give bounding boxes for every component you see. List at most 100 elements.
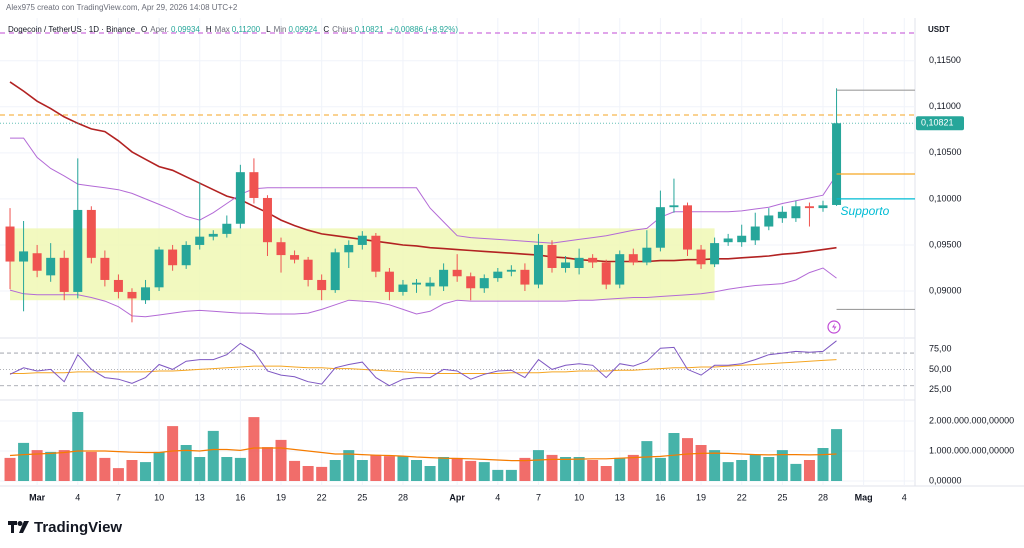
legend-label: Chius (332, 25, 352, 34)
candle-body (290, 255, 300, 260)
volume-bar (478, 462, 490, 481)
legend-value: 0,11200 (232, 25, 261, 34)
candle-body (181, 244, 191, 266)
candle-body (357, 235, 367, 245)
candle-body (59, 257, 69, 292)
candle-body (154, 249, 164, 288)
candle-body (777, 211, 787, 219)
x-tick-label: 22 (317, 492, 327, 502)
band-line (9, 267, 837, 318)
y-tick-label: 0,10500 (929, 147, 962, 157)
volume-bar (153, 451, 165, 481)
candle-body (561, 262, 571, 268)
volume-bar (329, 460, 341, 481)
candle-body (32, 253, 42, 271)
volume-bar (302, 466, 314, 481)
x-tick-label: 16 (655, 492, 665, 502)
grid (0, 18, 915, 486)
rsi-tick-label: 25,00 (929, 384, 952, 394)
x-tick-label: 28 (398, 492, 408, 502)
candle-body (303, 259, 313, 280)
volume-bar (207, 430, 219, 481)
volume-bar (356, 460, 368, 481)
volume-bar (85, 451, 97, 481)
logo: TradingView (8, 519, 122, 536)
legend-key: H (206, 25, 212, 34)
last-price-label: 0,10821 (921, 118, 954, 128)
volume-bar (316, 466, 328, 481)
candle-body (222, 223, 232, 234)
candle-body (5, 226, 15, 262)
legend-key: C (323, 25, 329, 34)
x-tick-label: 25 (357, 492, 367, 502)
volume-bar (99, 457, 111, 481)
volume-bar (736, 460, 748, 481)
candle-body (574, 257, 584, 268)
legend-value: 0,09924 (288, 25, 317, 34)
volume-bar (383, 456, 395, 481)
x-tick-label: 4 (902, 492, 907, 502)
candle-body (249, 172, 259, 198)
candle-body (764, 215, 774, 227)
candle-body (601, 262, 611, 285)
y-tick-label: 0,11000 (929, 101, 961, 111)
volume-bar (438, 457, 450, 481)
legend-value: 0,10821 (355, 25, 384, 34)
volume-bar (275, 439, 287, 481)
candle-body (723, 238, 733, 243)
volume-bar (614, 457, 626, 481)
legend-label: Min (274, 25, 287, 34)
candle-body (818, 205, 828, 209)
x-tick-label: 19 (276, 492, 286, 502)
x-tick-label: 13 (195, 492, 205, 502)
legend-title: Dogecoin / TetherUS · 1D · Binance (8, 25, 136, 34)
candle-body (547, 244, 557, 268)
candle-body (750, 226, 760, 241)
rsi-ma (10, 359, 837, 374)
x-tick-label: 13 (615, 492, 625, 502)
band-line (10, 137, 837, 244)
candle-body (168, 249, 178, 266)
volume-bar (803, 460, 815, 481)
attribution: Alex975 creato con TradingView.com, Apr … (6, 3, 238, 12)
volume-bar (234, 457, 246, 481)
volume-bar (831, 429, 843, 481)
last-price-tag (916, 116, 964, 131)
x-tick-label: 22 (737, 492, 747, 502)
alert-circle (827, 320, 841, 334)
candle-body (141, 287, 151, 301)
y-tick-label: 0,10000 (929, 193, 962, 203)
volume-bar (261, 447, 273, 481)
volume-bar (194, 457, 206, 481)
logo-icon (8, 521, 29, 533)
volume-bar (532, 450, 544, 481)
volume-bar (45, 451, 57, 481)
x-tick-label: Apr (449, 492, 465, 502)
volume-bar (465, 460, 477, 481)
volume-bar (546, 454, 558, 481)
candle-body (384, 271, 394, 292)
x-tick-label: 16 (235, 492, 245, 502)
volume-bar (763, 457, 775, 481)
brand: TradingView (34, 519, 122, 536)
candle-body (710, 243, 720, 265)
volume-bar (180, 445, 192, 481)
volume-bar (600, 466, 612, 481)
y-tick-label: 0,11500 (929, 55, 961, 65)
candle-body (804, 206, 814, 209)
candle-body (479, 278, 489, 289)
volume-bar (695, 445, 707, 481)
candle-body (628, 254, 638, 263)
rsi-tick-label: 75,00 (929, 343, 952, 353)
rsi-tick-label: 50,00 (929, 364, 952, 374)
volume-bar (126, 460, 138, 481)
volume-bar (654, 457, 666, 481)
candle-body (832, 123, 842, 205)
legend-label: Aper. (150, 25, 169, 34)
volume-bar (370, 454, 382, 481)
candle-body (86, 209, 96, 258)
volume-bar (817, 448, 829, 481)
candle-body (344, 244, 354, 253)
x-tick-label: 7 (116, 492, 121, 502)
